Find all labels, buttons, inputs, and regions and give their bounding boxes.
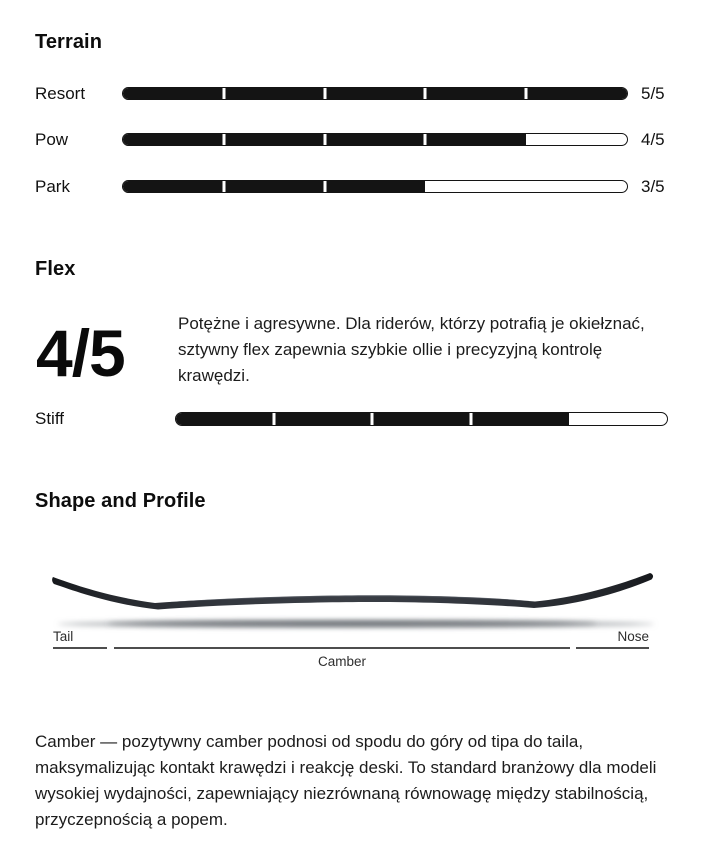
stiff-label: Stiff [35,409,64,428]
camber-label: Camber [317,654,366,669]
pow-rating-bar [122,133,628,146]
rating-row-stiff: Stiff [0,409,714,429]
nose-section-line [576,647,649,649]
shape-profile-section-title: Shape and Profile [35,490,206,512]
tail-label: Tail [53,629,74,644]
snowboard-camber-profile-illustration [52,573,654,628]
terrain-section-title: Terrain [35,31,103,53]
tail-section-line [53,647,107,649]
flex-description: Potężne i agresywne. Dla riderów, którzy… [178,314,645,385]
pow-label: Pow [35,130,69,149]
park-rating-value: 3/5 [641,177,665,196]
flex-rating-value: 4/5 [36,316,126,390]
flex-section-title: Flex [35,258,76,280]
nose-label: Nose [617,629,649,644]
pow-rating-value: 4/5 [641,130,665,149]
park-rating-bar [122,180,628,193]
board-shadow [58,620,654,628]
park-label: Park [35,177,70,196]
camber-description: Camber — pozytywny camber podnosi od spo… [35,732,657,829]
stiff-rating-bar [175,412,668,426]
board-profile-shape [52,573,654,610]
camber-section-line [114,647,570,649]
resort-rating-bar [122,87,628,100]
board-top-highlight [170,595,530,602]
resort-rating-value: 5/5 [641,84,665,103]
rating-row-pow: Pow 4/5 [0,130,714,150]
rating-row-park: Park 3/5 [0,177,714,197]
rating-row-resort: Resort 5/5 [0,84,714,104]
resort-label: Resort [35,84,86,103]
